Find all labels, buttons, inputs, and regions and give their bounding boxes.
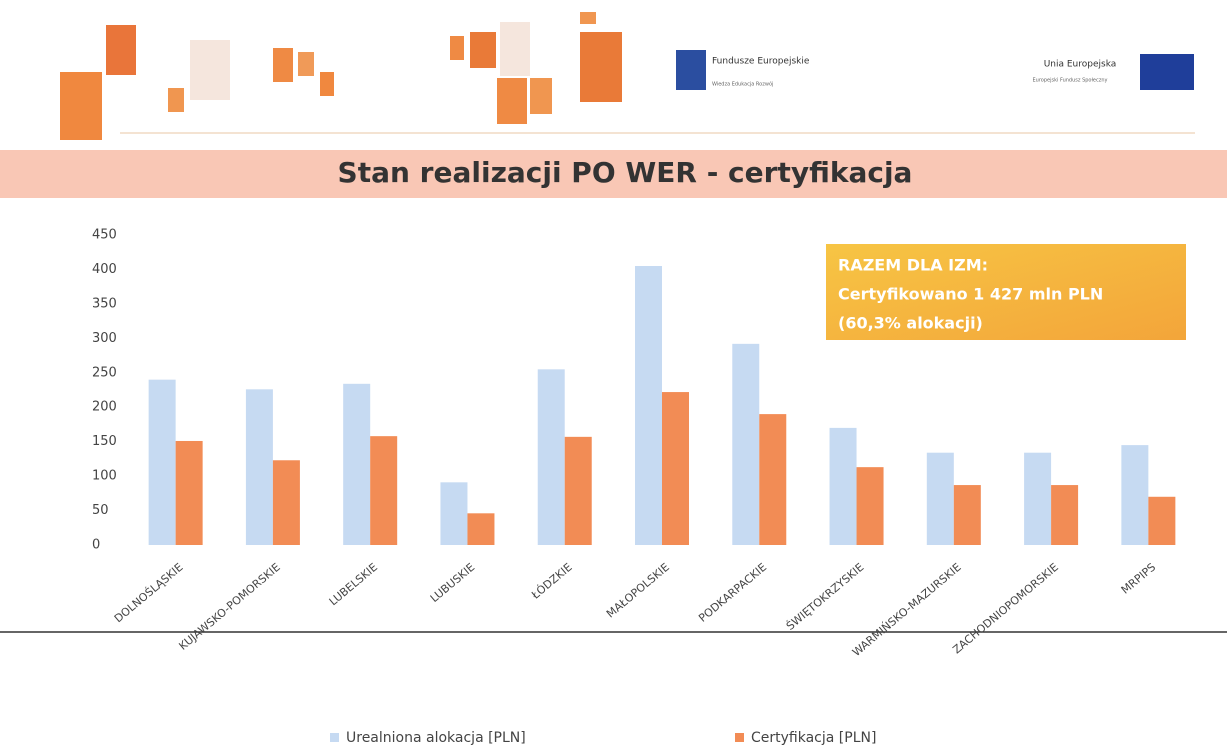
x-tick-label: WARMIŃSKO-MAZURSKIE — [850, 561, 964, 659]
y-tick-label: 50 — [92, 503, 109, 518]
logo-text: Fundusze Europejskie — [712, 57, 810, 67]
bar — [149, 380, 176, 545]
bar — [635, 266, 662, 545]
bar — [370, 436, 397, 545]
y-tick-label: 150 — [92, 434, 117, 449]
chart-title: Stan realizacji PO WER - certyfikacja — [338, 156, 913, 189]
y-tick-label: 0 — [92, 538, 100, 553]
y-tick-label: 350 — [92, 296, 117, 311]
bar — [927, 453, 954, 545]
bar — [246, 389, 273, 545]
legend-swatch — [330, 733, 339, 742]
annotation: (60,3% alokacji) — [838, 314, 983, 333]
legend-label: Certyfikacja [PLN] — [751, 730, 876, 746]
x-tick-label: ŚWIĘTOKRZYSKIE — [784, 561, 867, 633]
bar — [538, 369, 565, 545]
x-tick-label: MAŁOPOLSKIE — [604, 561, 672, 621]
x-tick-label: MRPIPS — [1119, 561, 1158, 597]
x-tick-label: PODKARPACKIE — [696, 561, 769, 625]
bar — [954, 485, 981, 545]
bar — [1051, 485, 1078, 545]
y-tick-label: 250 — [92, 365, 117, 380]
bar — [662, 392, 689, 545]
bar — [830, 428, 857, 545]
bar — [857, 467, 884, 545]
bar — [440, 482, 467, 545]
y-tick-label: 300 — [92, 331, 117, 346]
logo-text: Europejski Fundusz Społeczny — [1033, 78, 1108, 84]
bar — [343, 384, 370, 545]
annotation: RAZEM DLA IZM: — [838, 256, 988, 275]
x-tick-label: ŁÓDZKIE — [528, 561, 574, 603]
bar — [273, 460, 300, 545]
y-tick-label: 100 — [92, 469, 117, 484]
bar — [467, 513, 494, 545]
x-tick-label: LUBELSKIE — [327, 561, 380, 609]
chart: Fundusze Europejskie Wiedza Edukacja Roz… — [0, 0, 1227, 746]
y-tick-label: 450 — [92, 228, 117, 243]
page: Fundusze Europejskie Wiedza Edukacja Roz… — [0, 0, 1227, 750]
bar — [565, 437, 592, 545]
bar — [732, 344, 759, 545]
bar — [1148, 497, 1175, 545]
logo-text: Unia Europejska — [1044, 60, 1117, 70]
x-tick-label: DOLNOŚLĄSKIE — [112, 561, 186, 626]
y-tick-label: 400 — [92, 262, 117, 277]
x-tick-label: LUBUSKIE — [428, 561, 477, 605]
y-tick-label: 200 — [92, 400, 117, 415]
x-tick-label: KUJAWSKO-POMORSKIE — [176, 561, 282, 653]
annotation: Certyfikowano 1 427 mln PLN — [838, 285, 1103, 304]
legend-swatch — [735, 733, 744, 742]
bar — [176, 441, 203, 545]
x-tick-label: ZACHODNIOPOMORSKIE — [950, 561, 1061, 657]
logo-text: Wiedza Edukacja Rozwój — [712, 81, 773, 88]
bar — [1024, 453, 1051, 545]
legend-label: Urealniona alokacja [PLN] — [346, 730, 526, 746]
bar — [1121, 445, 1148, 545]
bar — [759, 414, 786, 545]
